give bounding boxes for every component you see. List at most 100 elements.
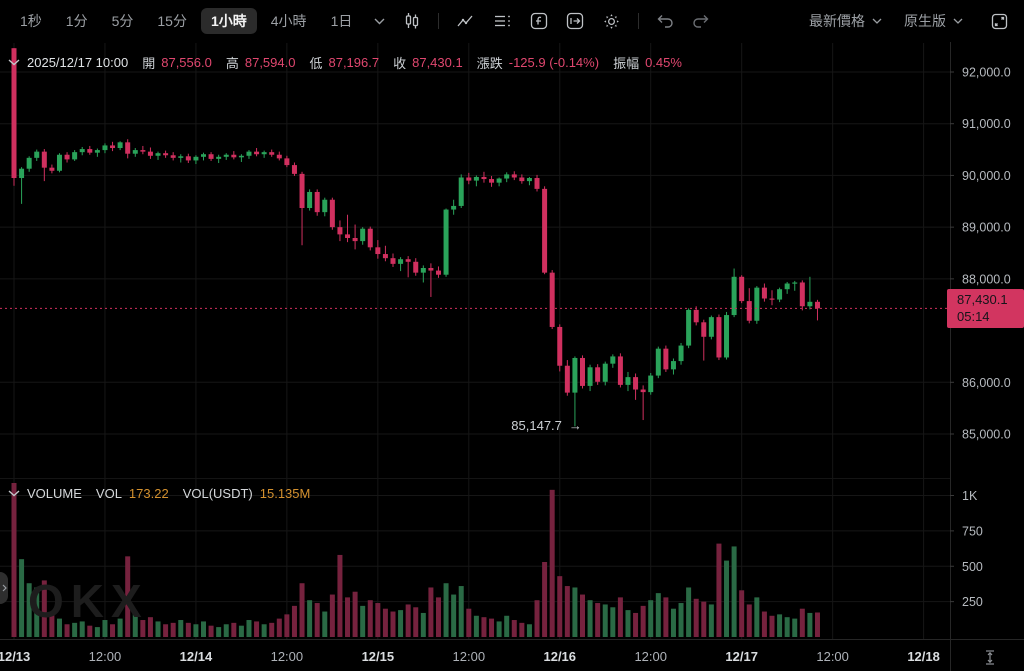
svg-text:12:00: 12:00: [816, 649, 849, 664]
ohlc-label: 高: [225, 56, 239, 71]
ohlc-fields: 開 87,556.0 高 87,594.0 低 87,196.7 收 87,430.1 漲跌 -1…: [128, 53, 682, 72]
timeframe-button-1小時[interactable]: 1小時: [200, 8, 257, 34]
svg-text:92,000.0: 92,000.0: [962, 66, 1011, 80]
timeframe-button-1秒[interactable]: 1秒: [10, 8, 52, 34]
svg-text:500: 500: [962, 560, 983, 574]
ohlc-value: 87,196.7: [328, 55, 380, 70]
settings-gear-icon: [604, 13, 620, 29]
ohlc-value: -125.9 (-0.14%): [508, 55, 600, 70]
toolbar-divider: [438, 13, 440, 29]
vertical-scale-icon: [986, 650, 994, 665]
svg-text:12/17: 12/17: [725, 649, 758, 664]
svg-text:88,000.0: 88,000.0: [962, 272, 1011, 286]
fullscreen-icon: [991, 13, 1008, 29]
volume-header: VOLUME VOL 173.22 VOL(USDT) 15.135M: [8, 486, 310, 501]
vol-label: VOL: [95, 486, 122, 501]
svg-text:250: 250: [962, 595, 983, 609]
timeframe-button-1日[interactable]: 1日: [321, 8, 363, 34]
ohlc-value: 87,556.0: [161, 55, 212, 70]
fullscreen-button[interactable]: [985, 10, 1014, 33]
chevron-down-icon: [374, 18, 385, 24]
svg-text:12:00: 12:00: [271, 649, 304, 664]
timeframe-button-15分[interactable]: 15分: [147, 8, 197, 34]
axis-scale-button[interactable]: [980, 647, 1000, 671]
display-settings-button[interactable]: [487, 9, 518, 33]
last-price-value: 87,430.1: [957, 292, 1008, 308]
volume-title: VOLUME: [27, 486, 82, 501]
low-price-text: 85,147.7: [511, 418, 562, 434]
chevron-down-icon: [872, 18, 882, 24]
timeframe-group: 1秒 1分 5分 15分 1小時 4小時 1日: [10, 8, 362, 34]
svg-text:750: 750: [962, 524, 983, 538]
formula-button[interactable]: [524, 9, 554, 33]
timeframe-button-4小時[interactable]: 4小時: [261, 8, 317, 34]
formula-icon: [531, 12, 548, 30]
time-axis-labels[interactable]: 12/13 12:00 12/14 12:00 12/15 12:00 12/16 12:00…: [0, 649, 940, 664]
vol-value: 173.22: [128, 486, 169, 501]
toolbar-right-group: 最新價格 原生版: [809, 10, 1014, 33]
candle-countdown: 05:14: [957, 309, 990, 325]
svg-text:12/18: 12/18: [907, 649, 940, 664]
ohlc-label: 漲跌: [476, 56, 503, 71]
undo-icon: [657, 15, 674, 28]
indicators-button[interactable]: [450, 9, 481, 33]
undo-button[interactable]: [650, 10, 680, 32]
ohlc-label: 低: [309, 56, 323, 71]
version-dropdown[interactable]: 原生版: [904, 11, 963, 31]
svg-text:12/13: 12/13: [0, 649, 30, 664]
collapse-chevron-icon[interactable]: [8, 59, 20, 66]
chevron-down-icon: [953, 18, 963, 24]
ohlc-label: 振幅: [613, 56, 640, 71]
svg-text:12:00: 12:00: [634, 649, 667, 664]
ohlc-value: 87,594.0: [244, 55, 296, 70]
toolbar-left-group: 1秒 1分 5分 15分 1小時 4小時 1日: [10, 8, 716, 34]
candle-datetime: 2025/12/17 10:00: [27, 55, 129, 70]
toolbar: 1秒 1分 5分 15分 1小時 4小時 1日: [0, 0, 1024, 42]
svg-text:85,000.0: 85,000.0: [962, 428, 1011, 442]
vol-usdt-value: 15.135M: [259, 486, 311, 501]
candles-layer: [11, 48, 820, 427]
svg-text:12/14: 12/14: [180, 649, 213, 664]
chevron-right-icon: [2, 584, 7, 592]
interval-dropdown-button[interactable]: [368, 15, 391, 28]
chart-type-button[interactable]: [397, 9, 427, 33]
svg-text:89,000.0: 89,000.0: [962, 221, 1011, 235]
ohlc-label: 收: [393, 56, 407, 71]
timeframe-button-1分[interactable]: 1分: [56, 8, 98, 34]
ohlc-value: 0.45%: [645, 55, 682, 70]
redo-button[interactable]: [686, 10, 716, 32]
svg-text:1K: 1K: [962, 489, 978, 503]
redo-icon: [693, 15, 709, 28]
save-layout-button[interactable]: [560, 9, 590, 33]
volume-layer: [11, 483, 820, 637]
svg-text:90,000.0: 90,000.0: [962, 169, 1011, 183]
ohlc-label: 開: [142, 56, 156, 71]
gridlines: [0, 43, 950, 639]
panel-expand-handle[interactable]: [0, 572, 8, 604]
ohlc-readout: 2025/12/17 10:00 開 87,556.0 高 87,594.0 低 87,1…: [8, 53, 682, 72]
version-label: 原生版: [904, 13, 946, 29]
svg-text:91,000.0: 91,000.0: [962, 117, 1011, 131]
ohlc-value: 87,430.1: [412, 55, 463, 70]
save-layout-icon: [567, 12, 584, 30]
svg-text:12/15: 12/15: [362, 649, 395, 664]
display-settings-icon: [495, 15, 511, 27]
collapse-chevron-icon[interactable]: [8, 490, 20, 497]
price-mode-label: 最新價格: [809, 13, 865, 29]
last-price-tag[interactable]: 87,430.1 05:14: [947, 289, 1024, 329]
chart-settings-button[interactable]: [596, 9, 627, 34]
timeframe-button-5分[interactable]: 5分: [102, 8, 144, 34]
vol-usdt-label: VOL(USDT): [182, 486, 253, 501]
exchange-watermark: OKX: [28, 575, 149, 627]
price-mode-dropdown[interactable]: 最新價格: [809, 11, 882, 31]
toolbar-divider: [638, 13, 640, 29]
svg-text:12:00: 12:00: [89, 649, 122, 664]
svg-text:12:00: 12:00: [453, 649, 486, 664]
indicators-icon: [457, 15, 473, 27]
candlestick-icon: [406, 13, 419, 29]
svg-text:86,000.0: 86,000.0: [962, 376, 1011, 390]
low-price-annotation: 85,147.7 →: [511, 418, 582, 433]
price-axis-labels[interactable]: 92,000.0 91,000.0 90,000.0 89,000.0 88,000.0…: [950, 66, 1011, 610]
